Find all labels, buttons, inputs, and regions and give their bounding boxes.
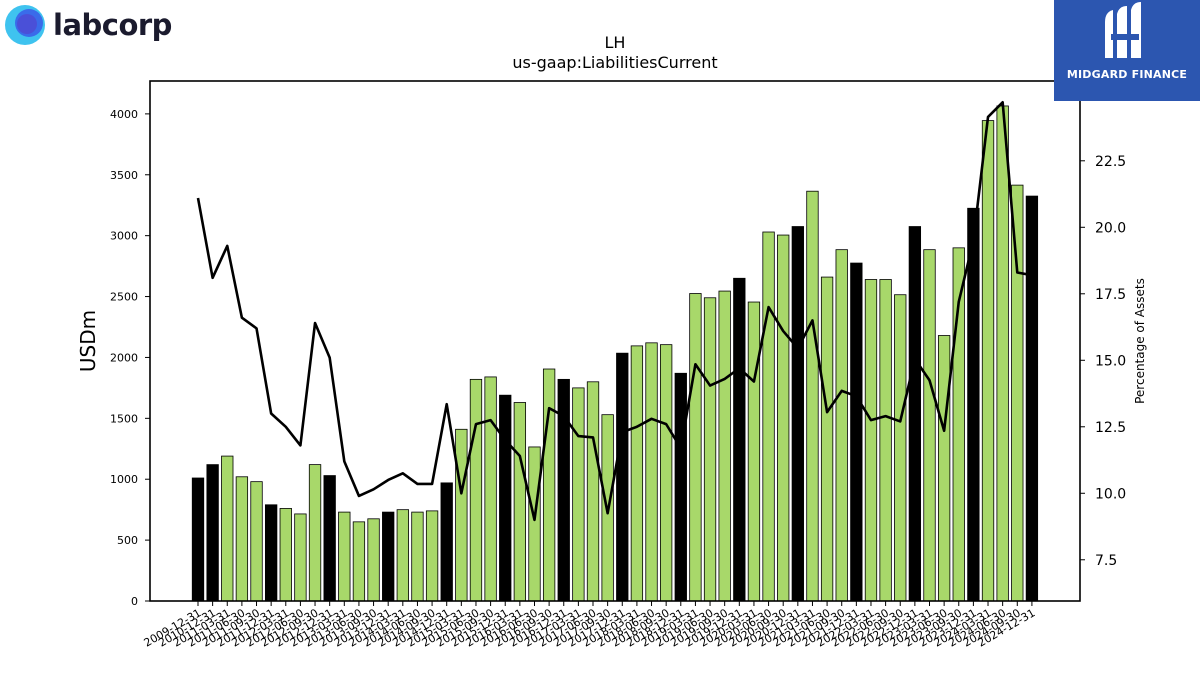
bar-2020-09-30 bbox=[777, 234, 790, 602]
y-tick-label: 4000 bbox=[110, 108, 138, 121]
bar-2019-03-31 bbox=[689, 293, 702, 602]
y-tick-label: 3000 bbox=[110, 230, 138, 243]
bar-2017-06-30 bbox=[586, 381, 600, 602]
bar-2011-06-30 bbox=[235, 476, 249, 602]
midgard-logo-icon bbox=[1105, 2, 1141, 58]
y2-tick-label: 17.5 bbox=[1095, 287, 1126, 303]
y2-tick-label: 15.0 bbox=[1095, 353, 1126, 369]
bar-2013-09-30 bbox=[367, 518, 380, 602]
bar-2013-03-31 bbox=[338, 511, 351, 602]
bar-2020-03-31 bbox=[747, 301, 761, 602]
pct-assets-series bbox=[196, 100, 1033, 522]
bar-2024-12-31 bbox=[1025, 195, 1039, 602]
y-tick-label: 2500 bbox=[110, 291, 138, 304]
midgard-badge: MIDGARD FINANCE bbox=[1054, 0, 1200, 101]
plot-frame bbox=[149, 80, 1081, 602]
y2-tick-label: 10.0 bbox=[1095, 486, 1126, 502]
bar-2011-03-31 bbox=[221, 455, 234, 602]
bar-2017-12-31 bbox=[616, 352, 629, 602]
bar-2022-06-30 bbox=[879, 279, 892, 602]
bar-2013-12-31 bbox=[382, 511, 395, 602]
bar-2023-12-31 bbox=[967, 207, 980, 602]
bar-2012-12-31 bbox=[323, 475, 336, 602]
bar-2015-09-30 bbox=[484, 376, 497, 602]
bar-2018-12-31 bbox=[674, 372, 687, 602]
bar-2018-09-30 bbox=[660, 344, 673, 602]
bar-2019-06-30 bbox=[703, 297, 717, 602]
bar-2022-03-31 bbox=[864, 279, 878, 602]
bar-2022-12-31 bbox=[908, 226, 922, 602]
y2-tick-label: 22.5 bbox=[1095, 154, 1126, 170]
y2-tick-label: 12.5 bbox=[1095, 420, 1126, 436]
bar-2014-06-30 bbox=[411, 511, 424, 602]
bar-2021-12-31 bbox=[850, 262, 863, 602]
bar-2022-09-30 bbox=[894, 294, 907, 602]
bar-2024-03-31 bbox=[981, 120, 995, 602]
bar-2009-12-31 bbox=[191, 477, 205, 602]
bar-2013-06-30 bbox=[352, 521, 366, 602]
bar-2024-06-30 bbox=[996, 105, 1009, 602]
bar-2018-06-30 bbox=[645, 342, 658, 602]
labcorp-brand: labcorp bbox=[4, 4, 172, 46]
bar-2015-12-31 bbox=[499, 394, 512, 602]
bar-2016-03-31 bbox=[513, 402, 527, 602]
bar-2017-03-31 bbox=[572, 387, 585, 602]
bar-2016-09-30 bbox=[542, 368, 556, 602]
y-tick-label: 3500 bbox=[110, 169, 138, 182]
labcorp-logo-icon bbox=[5, 5, 45, 45]
bar-2014-12-31 bbox=[440, 482, 453, 602]
y-tick-label: 2000 bbox=[110, 351, 138, 364]
y2-axis-label: Percentage of Assets bbox=[1133, 278, 1147, 404]
y-tick-label: 0 bbox=[131, 595, 138, 608]
bar-2020-12-31 bbox=[791, 226, 804, 602]
bar-2023-06-30 bbox=[937, 335, 951, 602]
bar-2015-06-30 bbox=[469, 378, 483, 602]
bar-2024-09-30 bbox=[1011, 184, 1024, 602]
y-axis-label: USDm bbox=[76, 310, 100, 372]
bar-2012-06-30 bbox=[294, 513, 307, 602]
midgard-wordmark: MIDGARD FINANCE bbox=[1066, 68, 1188, 81]
bar-2019-09-30 bbox=[718, 290, 731, 602]
y-tick-label: 500 bbox=[117, 534, 138, 547]
bar-2021-03-31 bbox=[806, 190, 819, 602]
y2-tick-label: 20.0 bbox=[1095, 220, 1126, 236]
y2-tick-label: 7.5 bbox=[1095, 553, 1117, 569]
labcorp-wordmark: labcorp bbox=[53, 8, 172, 42]
pct-assets-line bbox=[196, 100, 1033, 522]
y-tick-label: 1500 bbox=[110, 412, 138, 425]
chart-title: LH bbox=[605, 33, 626, 52]
bar-2016-06-30 bbox=[528, 446, 541, 602]
y-tick-label: 1000 bbox=[110, 473, 138, 486]
bar-2021-06-30 bbox=[820, 276, 834, 602]
bar-2023-03-31 bbox=[923, 249, 936, 602]
bar-2014-03-31 bbox=[396, 509, 409, 602]
bar-2012-09-30 bbox=[308, 464, 322, 602]
chart-axes: 0 500 1000 1500 2000 2500 3000 3500 4000 7.5 10.0 1… bbox=[110, 80, 1126, 650]
bar-2018-03-31 bbox=[630, 345, 644, 602]
bar-2020-06-30 bbox=[762, 231, 775, 602]
bar-2014-09-30 bbox=[425, 510, 439, 602]
bar-series bbox=[191, 105, 1039, 602]
bar-2021-09-30 bbox=[835, 249, 848, 602]
bar-2019-12-31 bbox=[733, 277, 746, 602]
bar-2011-12-31 bbox=[264, 504, 278, 602]
bar-2015-03-31 bbox=[455, 428, 468, 602]
chart-subtitle: us-gaap:LiabilitiesCurrent bbox=[512, 53, 717, 72]
bar-2010-12-31 bbox=[206, 464, 219, 602]
bar-2011-09-30 bbox=[250, 481, 263, 602]
bar-2012-03-31 bbox=[279, 508, 292, 602]
